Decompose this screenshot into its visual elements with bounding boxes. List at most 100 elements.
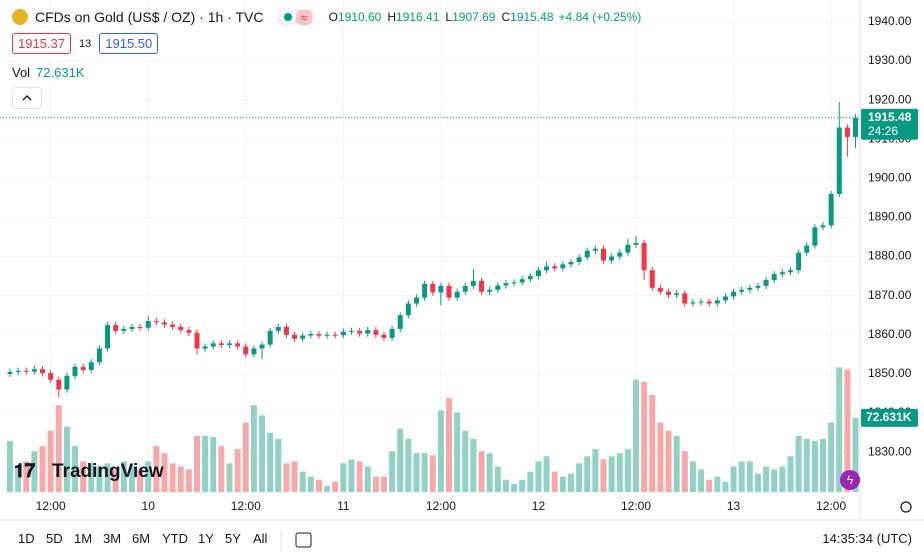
- symbol-title: CFDs on Gold (US$ / OZ) · 1h · TVC: [35, 9, 264, 25]
- volume-bar: [397, 428, 404, 492]
- range-button[interactable]: 5D: [46, 531, 63, 546]
- volume-legend-label: Vol: [12, 65, 31, 80]
- x-tick-label: 12:00: [621, 499, 651, 513]
- range-button[interactable]: All: [253, 531, 268, 546]
- range-button[interactable]: 1D: [18, 531, 35, 546]
- range-button[interactable]: 1M: [74, 531, 93, 546]
- candle-body: [324, 334, 330, 336]
- candle-body: [584, 250, 590, 258]
- volume-bar: [795, 435, 802, 492]
- candle-body: [527, 276, 533, 280]
- candle-body: [739, 289, 745, 292]
- volume-bar: [348, 459, 355, 492]
- ohlc-key: O: [328, 10, 338, 24]
- candle-body: [747, 287, 753, 290]
- volume-bar: [535, 461, 542, 492]
- symbol-icon: [12, 9, 28, 25]
- candle-body: [170, 324, 176, 327]
- volume-bar: [234, 449, 241, 492]
- volume-bar: [372, 476, 379, 492]
- y-tick-label: 1930.00: [868, 53, 912, 67]
- settings-icon[interactable]: [900, 501, 912, 513]
- candle-body: [844, 127, 850, 137]
- assistant-icon[interactable]: [840, 470, 860, 490]
- volume-bar: [836, 367, 843, 492]
- candle-body: [454, 291, 460, 298]
- ohlc-key: C: [501, 10, 511, 24]
- candle-body: [446, 285, 452, 298]
- ohlc-value: 1907.69: [452, 10, 496, 24]
- collapse-button[interactable]: [12, 87, 42, 109]
- candle-body: [479, 280, 485, 292]
- candle-body: [348, 330, 354, 332]
- volume-bar: [145, 461, 152, 492]
- volume-bar: [567, 473, 574, 492]
- volume-bar: [405, 438, 412, 492]
- calendar-icon[interactable]: [295, 532, 312, 548]
- candle-body: [430, 283, 436, 293]
- range-button[interactable]: 1Y: [198, 531, 214, 546]
- candle-body: [698, 301, 704, 303]
- volume-bar: [462, 430, 469, 492]
- volume-bar: [96, 466, 103, 492]
- candle-body: [316, 333, 322, 336]
- ohlc-value: 1915.48: [510, 10, 554, 24]
- candle-body: [292, 334, 298, 339]
- candle-body: [397, 315, 403, 329]
- range-button[interactable]: YTD: [162, 531, 188, 546]
- candle-body: [495, 285, 501, 290]
- volume-bar: [364, 466, 371, 492]
- volume-bar: [828, 422, 835, 492]
- candle-body: [357, 330, 363, 334]
- range-button[interactable]: 5Y: [225, 531, 241, 546]
- candle-body: [544, 266, 550, 271]
- status-flag: ≈: [296, 9, 312, 25]
- volume-bar: [15, 466, 22, 492]
- volume-bar: [616, 453, 623, 492]
- candle-body: [23, 370, 29, 372]
- y-tick-label: 1830.00: [868, 444, 912, 458]
- volume-bar: [576, 463, 583, 492]
- bid[interactable]: 1915.37: [12, 33, 71, 54]
- volume-bar: [153, 446, 160, 492]
- y-tick-label: 1900.00: [868, 171, 912, 185]
- candle-body: [666, 291, 672, 295]
- x-tick-label: 12: [532, 499, 546, 513]
- candle-body: [40, 369, 46, 374]
- volume-bar: [527, 471, 534, 492]
- volume-bar: [210, 436, 217, 492]
- candle-body: [625, 244, 631, 253]
- candle-body: [633, 242, 639, 245]
- volume-bar: [315, 479, 322, 492]
- volume-bar: [543, 456, 550, 492]
- logo: TradingView: [52, 461, 164, 482]
- x-tick-label: 13: [727, 499, 741, 513]
- range-button[interactable]: 6M: [132, 531, 151, 546]
- volume-bar: [698, 469, 705, 492]
- volume-bar: [120, 461, 127, 492]
- ask[interactable]: 1915.50: [99, 33, 159, 54]
- last-price-tag: [861, 108, 918, 140]
- candle-body: [779, 272, 785, 275]
- volume-bar: [665, 430, 672, 492]
- candle-body: [617, 252, 623, 257]
- volume-bar: [673, 435, 680, 492]
- volume-bar: [55, 405, 62, 492]
- candles: [0, 102, 860, 398]
- candle-body: [690, 302, 696, 304]
- volume-bar: [592, 449, 599, 492]
- volume-bar: [7, 440, 13, 492]
- volume-bar: [72, 446, 79, 492]
- range-button[interactable]: 3M: [103, 531, 122, 546]
- volume-bar: [820, 438, 826, 492]
- quote-row: 1915.37 13 1915.50: [12, 33, 159, 54]
- volume-bar: [502, 479, 509, 492]
- candle-body: [235, 343, 241, 347]
- volume-bar: [356, 461, 363, 492]
- volume-bar: [332, 481, 339, 492]
- volume-bar: [746, 461, 753, 492]
- status-pill[interactable]: ≈: [277, 8, 315, 26]
- candle-body: [535, 270, 541, 277]
- volume-bar: [39, 446, 46, 492]
